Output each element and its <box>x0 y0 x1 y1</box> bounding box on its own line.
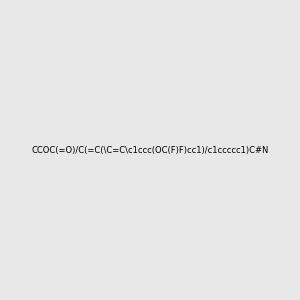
Text: CCOC(=O)/C(=C(\C=C\c1ccc(OC(F)F)cc1)/c1ccccc1)C#N: CCOC(=O)/C(=C(\C=C\c1ccc(OC(F)F)cc1)/c1c… <box>31 146 269 154</box>
